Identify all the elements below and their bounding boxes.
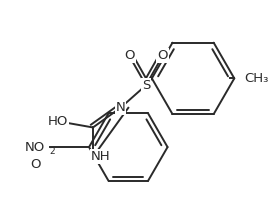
Text: O: O (30, 158, 40, 171)
Text: NO: NO (25, 141, 45, 154)
Text: 2: 2 (49, 148, 55, 156)
Text: CH₃: CH₃ (244, 72, 269, 85)
Text: S: S (142, 79, 150, 92)
Text: HO: HO (47, 115, 68, 128)
Text: O: O (124, 49, 135, 62)
Text: O: O (157, 49, 168, 62)
Text: N: N (116, 101, 125, 114)
Text: NH: NH (91, 150, 111, 163)
